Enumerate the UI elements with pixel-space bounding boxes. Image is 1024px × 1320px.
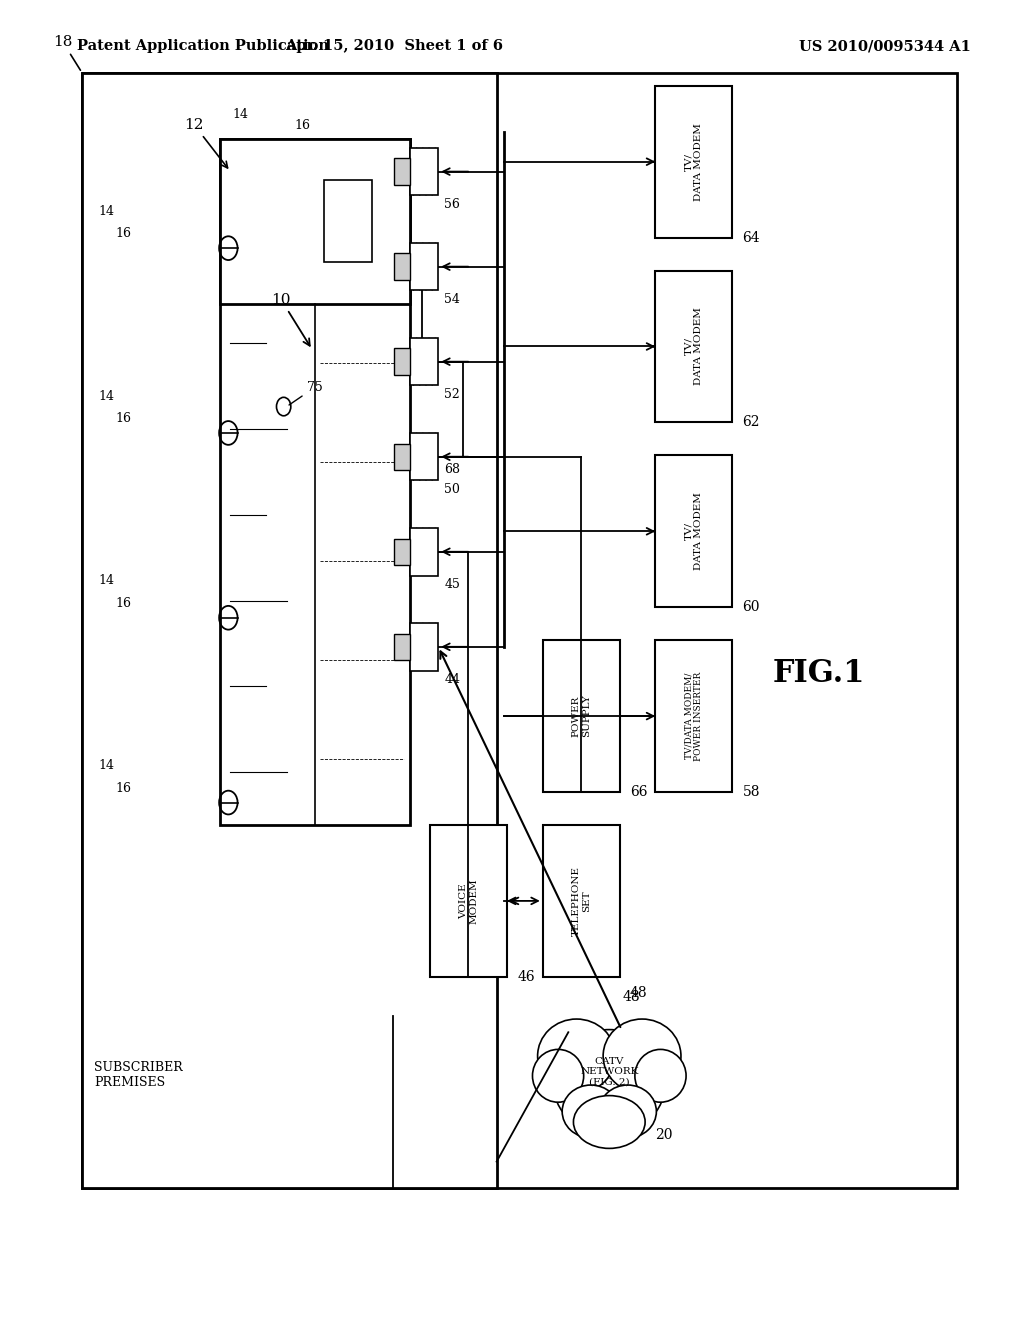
Bar [655,640,732,792]
Bar [543,825,620,977]
Ellipse shape [562,1085,620,1138]
Text: 64: 64 [742,231,760,244]
Text: 56: 56 [444,198,461,211]
Text: 75: 75 [289,380,323,405]
Bar [82,73,497,1188]
Bar [394,539,410,565]
Text: VOICE
MODEM: VOICE MODEM [459,878,478,924]
Text: TELEPHONE
SET: TELEPHONE SET [571,866,591,936]
Bar [410,243,438,290]
Text: 50: 50 [444,483,461,496]
Bar [410,148,438,195]
Bar [410,338,438,385]
Text: 14: 14 [98,759,115,772]
Text: 46: 46 [517,970,535,983]
Bar [543,640,620,792]
Text: 68: 68 [444,463,461,477]
Bar [655,455,732,607]
Ellipse shape [603,1019,681,1093]
Text: 62: 62 [742,416,760,429]
Bar [410,528,438,576]
Text: 10: 10 [271,293,310,346]
Bar [655,86,732,238]
Bar [394,444,410,470]
Ellipse shape [553,1030,666,1135]
Bar [394,634,410,660]
Text: 16: 16 [115,781,131,795]
Text: 66: 66 [630,785,647,799]
Bar [325,180,372,263]
Text: 18: 18 [53,36,81,70]
Text: 14: 14 [232,108,249,121]
Text: 48: 48 [623,990,640,1003]
Text: Patent Application Publication: Patent Application Publication [77,40,329,53]
Text: 16: 16 [294,119,310,132]
Ellipse shape [532,1049,584,1102]
Text: TV/
DATA MODEM: TV/ DATA MODEM [684,492,703,570]
Text: TV/DATA MODEM/
POWER INSERTER: TV/DATA MODEM/ POWER INSERTER [684,672,703,760]
Bar [394,253,410,280]
Text: 16: 16 [115,597,131,610]
Text: 14: 14 [98,574,115,587]
Bar [410,623,438,671]
Text: 52: 52 [444,388,460,401]
Bar [410,433,438,480]
Text: 12: 12 [184,117,227,168]
Text: 48: 48 [630,986,647,999]
Bar [394,158,410,185]
Text: 16: 16 [115,412,131,425]
Text: Apr. 15, 2010  Sheet 1 of 6: Apr. 15, 2010 Sheet 1 of 6 [286,40,503,53]
Ellipse shape [538,1019,615,1093]
Bar [220,139,410,825]
Text: US 2010/0095344 A1: US 2010/0095344 A1 [799,40,971,53]
Text: 16: 16 [115,227,131,240]
Text: 60: 60 [742,601,760,614]
Text: 14: 14 [98,389,115,403]
Text: CATV
NETWORK
(FIG. 2): CATV NETWORK (FIG. 2) [580,1057,639,1086]
Text: 45: 45 [444,578,461,591]
Text: SUBSCRIBER
PREMISES: SUBSCRIBER PREMISES [94,1061,183,1089]
Ellipse shape [635,1049,686,1102]
Bar [220,139,410,304]
Text: TV/
DATA MODEM: TV/ DATA MODEM [684,123,703,201]
Text: POWER
SUPPLY: POWER SUPPLY [571,694,591,738]
Bar [394,348,410,375]
Text: TV/
DATA MODEM: TV/ DATA MODEM [684,308,703,385]
Text: FIG.1: FIG.1 [773,657,865,689]
Bar [430,825,507,977]
Text: 54: 54 [444,293,461,306]
Text: 20: 20 [655,1129,673,1142]
Bar [655,271,732,422]
Bar [82,73,957,1188]
Text: 14: 14 [98,205,115,218]
Text: 58: 58 [742,785,760,799]
Text: 44: 44 [444,673,461,686]
Ellipse shape [599,1085,656,1138]
Ellipse shape [573,1096,645,1148]
